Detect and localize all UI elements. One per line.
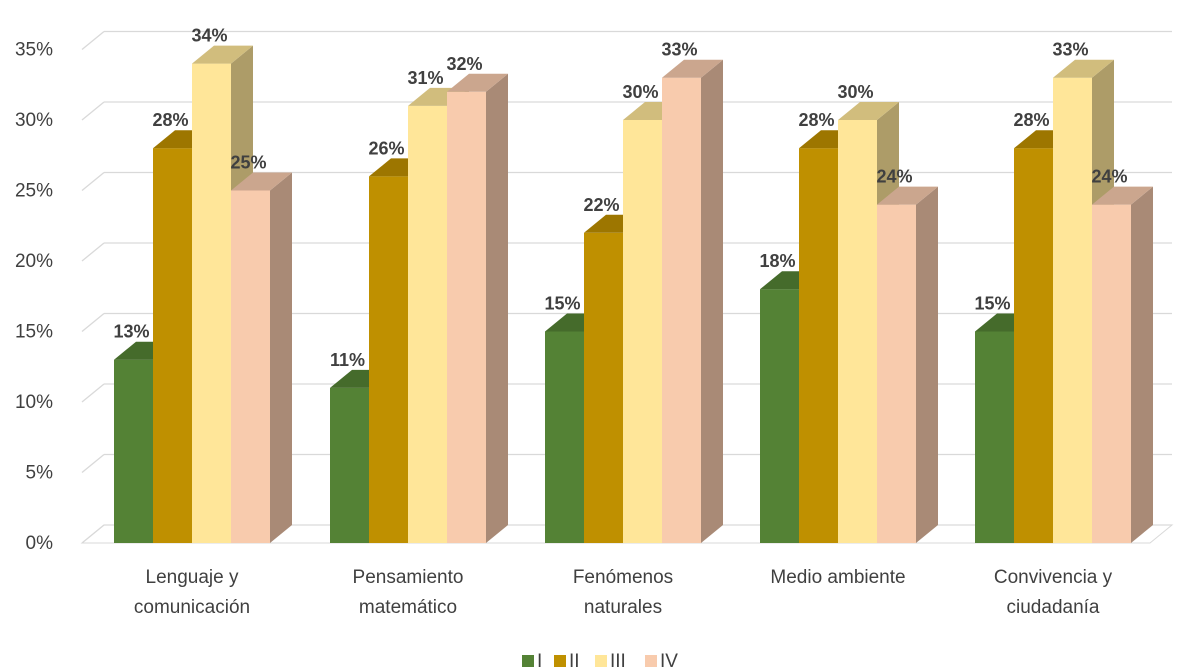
y-axis-ticks: 0% 5% 10% 15% 20% 25% 30% 35%	[15, 40, 53, 555]
x-category-label: comunicación	[134, 597, 250, 618]
bar-front-face	[1092, 204, 1131, 543]
data-label: 31%	[407, 68, 443, 88]
bar-front-face	[545, 331, 584, 543]
legend-swatch	[522, 655, 534, 667]
gridline-diagonal	[81, 383, 105, 403]
data-label: 25%	[230, 153, 266, 173]
x-category-label: ciudadanía	[1007, 597, 1100, 618]
y-tick-label: 25%	[15, 181, 53, 202]
x-category-label: Lenguaje y	[146, 567, 239, 588]
bar-front-face	[975, 331, 1014, 543]
legend-label: III	[610, 651, 626, 671]
data-label: 13%	[113, 322, 149, 342]
data-label: 11%	[330, 350, 365, 370]
gridline-diagonal	[81, 453, 105, 474]
y-tick-label: 0%	[26, 533, 54, 554]
gridline-diagonal	[81, 524, 105, 544]
bar-front-face	[192, 63, 231, 543]
y-tick-label: 5%	[26, 463, 54, 484]
legend-swatch	[595, 655, 607, 667]
bar-front-face	[153, 148, 192, 543]
gridline-diagonal	[81, 101, 105, 121]
bar-front-face	[447, 91, 486, 544]
bar-side-face	[701, 59, 723, 543]
bar-front-face	[114, 359, 153, 543]
gridline-diagonal	[81, 312, 105, 333]
x-category-label: naturales	[584, 597, 662, 618]
bar	[877, 186, 938, 543]
bar-side-face	[486, 73, 508, 544]
data-label: 15%	[544, 294, 580, 314]
bar-side-face	[916, 186, 938, 543]
bar-top-face	[662, 59, 723, 78]
data-labels: 13% 28% 34% 25% 11% 26% 31%32% 15% 22% 30% 33% 18% 2…	[113, 26, 1127, 370]
x-category-label: matemático	[359, 597, 457, 618]
x-category-label: Pensamiento	[353, 567, 464, 588]
y-tick-label: 30%	[15, 110, 53, 131]
bar-front-face	[231, 190, 270, 543]
gridline-diagonal	[81, 242, 105, 262]
bar-side-face	[1131, 186, 1153, 543]
bar-top-face	[1053, 59, 1114, 78]
bar-top-face	[838, 102, 899, 120]
data-label: 32%	[446, 54, 482, 74]
bar	[447, 73, 508, 544]
bar-top-face	[231, 172, 292, 191]
legend-swatch	[554, 655, 566, 667]
data-label: 34%	[191, 26, 227, 46]
gridline-diagonal	[81, 171, 105, 192]
y-tick-label: 10%	[15, 392, 53, 413]
data-label: 24%	[876, 167, 912, 187]
bar-top-face	[1092, 186, 1153, 205]
bar-top-face	[447, 73, 508, 92]
data-label: 15%	[974, 294, 1010, 314]
legend-swatch	[645, 655, 657, 667]
legend-label: I	[537, 651, 542, 671]
bar-front-face	[1053, 77, 1092, 543]
data-label: 30%	[622, 82, 658, 102]
data-label: 24%	[1091, 167, 1127, 187]
x-category-label: Convivencia y	[994, 567, 1113, 588]
bar	[231, 172, 292, 543]
bar-top-face	[192, 45, 253, 64]
bar-front-face	[623, 120, 662, 543]
x-axis-categories: Lenguaje y comunicación Pensamiento matemát…	[134, 567, 1113, 618]
x-category-label: Fenómenos	[573, 567, 673, 588]
legend-label: II	[569, 651, 580, 671]
bar-front-face	[799, 148, 838, 543]
bar-front-face	[330, 387, 369, 543]
data-label: 28%	[798, 110, 834, 130]
gridline-diagonal	[81, 30, 105, 51]
data-label: 28%	[152, 110, 188, 130]
bar-front-face	[369, 176, 408, 543]
data-label: 33%	[661, 40, 697, 60]
data-label: 33%	[1052, 40, 1088, 60]
bar-front-face	[584, 232, 623, 544]
data-label: 26%	[368, 138, 404, 158]
data-label: 22%	[583, 195, 619, 215]
bar	[1092, 186, 1153, 543]
data-label: 18%	[759, 251, 795, 271]
legend: I II III IV	[522, 651, 678, 671]
bar-front-face	[662, 77, 701, 543]
y-tick-label: 35%	[15, 40, 53, 61]
bar-front-face	[877, 204, 916, 543]
y-tick-label: 15%	[15, 322, 53, 343]
y-tick-label: 20%	[15, 251, 53, 272]
bar-top-face	[877, 186, 938, 205]
bar-front-face	[838, 120, 877, 543]
data-label: 30%	[837, 82, 873, 102]
legend-label: IV	[660, 651, 678, 671]
bar	[662, 59, 723, 543]
x-category-label: Medio ambiente	[770, 567, 905, 588]
bars	[114, 45, 1153, 544]
data-label: 28%	[1013, 110, 1049, 130]
bar-front-face	[760, 289, 799, 543]
bar-side-face	[270, 172, 292, 543]
bar-front-face	[408, 105, 447, 544]
bar-front-face	[1014, 148, 1053, 543]
